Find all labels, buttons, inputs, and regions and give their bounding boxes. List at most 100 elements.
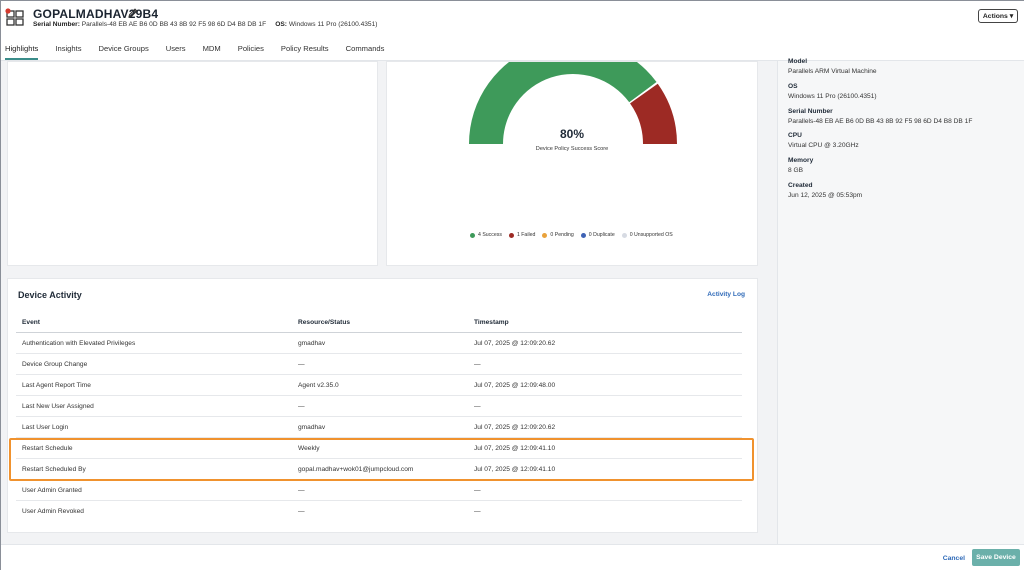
column-header-resource-status[interactable]: Resource/Status — [298, 319, 351, 326]
timestamp-cell: Jul 07, 2025 @ 12:09:41.10 — [474, 444, 556, 452]
event-cell: Last Agent Report Time — [22, 381, 91, 389]
legend-dot-icon — [470, 232, 475, 238]
legend-item-duplicate: 0 Duplicate — [580, 232, 615, 238]
legend-item-success: 4 Success — [470, 232, 502, 238]
timestamp-cell: — — [474, 360, 481, 368]
cancel-button[interactable]: Cancel — [942, 555, 965, 562]
detail-label: Model — [788, 58, 808, 65]
tab-mdm[interactable]: MDM — [202, 44, 221, 53]
resource-cell: gopal.madhav+wok01@jumpcloud.com — [298, 465, 414, 473]
timestamp-cell: Jul 07, 2025 @ 12:09:48.00 — [474, 381, 556, 389]
detail-value: Virtual CPU @ 3.20GHz — [788, 142, 859, 149]
event-cell: Restart Schedule — [22, 444, 73, 452]
header-divider — [1, 60, 1024, 61]
legend-dot-icon — [621, 232, 627, 238]
legend-item-pending: 0 Pending — [542, 232, 574, 238]
detail-memory: Memory 8 GB — [788, 157, 813, 174]
event-cell: Authentication with Elevated Privileges — [22, 339, 136, 347]
table-row: Last User Login gmadhav Jul 07, 2025 @ 1… — [16, 417, 742, 438]
table-row: Restart Schedule Weekly Jul 07, 2025 @ 1… — [16, 438, 742, 459]
legend-item-failed: 1 Failed — [508, 232, 536, 238]
table-row: User Admin Revoked — — — [16, 501, 742, 522]
timestamp-cell: Jul 07, 2025 @ 12:09:20.62 — [474, 423, 556, 431]
legend-label: 4 Success — [478, 232, 502, 238]
detail-label: Serial Number — [788, 108, 833, 115]
device-details-panel: Model Parallels ARM Virtual Machine OS W… — [777, 58, 1024, 544]
detail-serial-number: Serial Number Parallels-48 EB AE B6 0D B… — [788, 108, 972, 125]
activity-table: Event Resource/Status Timestamp Authenti… — [16, 313, 742, 522]
resource-cell: — — [298, 486, 305, 494]
resource-cell: gmadhav — [298, 423, 326, 431]
gauge-success-arc — [469, 62, 657, 144]
detail-value: Parallels ARM Virtual Machine — [788, 68, 877, 75]
detail-label: Created — [788, 182, 813, 189]
gauge-legend: 4 Success 1 Failed 0 Pending 0 Duplicate… — [470, 232, 680, 238]
tab-bar: Highlights Insights Device Groups Users … — [1, 44, 384, 60]
serial-value: Parallels-48 EB AE B6 0D BB 43 8B 92 F5 … — [81, 21, 267, 28]
save-device-button[interactable]: Save Device — [972, 549, 1020, 566]
tab-policy-results[interactable]: Policy Results — [280, 44, 329, 53]
overview-card — [7, 61, 378, 266]
tab-policies[interactable]: Policies — [237, 44, 264, 53]
os-label: OS: — [275, 21, 288, 28]
detail-value: 8 GB — [788, 167, 804, 174]
table-row: Authentication with Elevated Privileges … — [16, 333, 742, 354]
column-header-event[interactable]: Event — [22, 319, 40, 326]
resource-cell: — — [298, 402, 305, 410]
event-cell: Last User Login — [22, 423, 69, 431]
legend-label: 0 Pending — [550, 232, 574, 238]
detail-value: Jun 12, 2025 @ 05:53pm — [788, 192, 863, 199]
footer-bar: Cancel Save Device — [1, 544, 1024, 570]
legend-item-unsupported-os: 0 Unsupported OS — [621, 232, 673, 238]
timestamp-cell: Jul 07, 2025 @ 12:09:41.10 — [474, 465, 556, 473]
tab-insights[interactable]: Insights — [55, 44, 82, 53]
serial-label: Serial Number: — [33, 21, 80, 28]
device-windows-icon — [5, 8, 24, 26]
os-value: Windows 11 Pro (26100.4351) — [288, 21, 378, 28]
device-meta: Serial Number: Parallels-48 EB AE B6 0D … — [33, 21, 377, 28]
detail-os: OS Windows 11 Pro (26100.4351) — [788, 83, 877, 100]
detail-label: OS — [788, 83, 798, 90]
table-row: Device Group Change — — — [16, 354, 742, 375]
event-cell: User Admin Revoked — [22, 508, 84, 515]
policy-score-card: 80% Device Policy Success Score 4 Succes… — [386, 61, 758, 266]
detail-cpu: CPU Virtual CPU @ 3.20GHz — [788, 132, 859, 149]
column-header-timestamp[interactable]: Timestamp — [474, 319, 509, 326]
tab-device-groups[interactable]: Device Groups — [98, 44, 149, 53]
detail-model: Model Parallels ARM Virtual Machine — [788, 58, 877, 75]
event-cell: User Admin Granted — [22, 486, 82, 494]
legend-label: 0 Unsupported OS — [629, 232, 673, 238]
legend-dot-icon — [542, 232, 548, 238]
detail-label: Memory — [788, 157, 814, 164]
device-header: GOPALMADHAV29B4 Serial Number: Parallels… — [1, 1, 1024, 61]
table-row: Last Agent Report Time Agent v2.35.0 Jul… — [16, 375, 742, 396]
tab-users[interactable]: Users — [165, 44, 186, 53]
actions-button[interactable]: Actions ▾ — [978, 9, 1018, 23]
detail-label: CPU — [788, 132, 802, 139]
event-cell: Last New User Assigned — [22, 402, 94, 410]
timestamp-cell: — — [474, 402, 481, 410]
legend-dot-icon — [508, 232, 514, 238]
tab-commands[interactable]: Commands — [345, 44, 385, 53]
activity-log-link[interactable]: Activity Log — [707, 291, 745, 298]
device-activity-title: Device Activity — [18, 290, 82, 300]
legend-dot-icon — [580, 232, 586, 238]
legend-label: 1 Failed — [516, 232, 536, 238]
gauge-percent: 80% — [559, 127, 585, 141]
gauge-failed-arc — [630, 83, 677, 144]
detail-created: Created Jun 12, 2025 @ 05:53pm — [788, 182, 862, 199]
table-row: Last New User Assigned — — — [16, 396, 742, 417]
edit-pencil-icon[interactable] — [127, 7, 139, 19]
legend-label: 0 Duplicate — [588, 232, 615, 238]
resource-cell: — — [298, 360, 305, 368]
gauge-label: Device Policy Success Score — [535, 146, 609, 152]
table-row: Restart Scheduled By gopal.madhav+wok01@… — [16, 459, 742, 480]
detail-value: Windows 11 Pro (26100.4351) — [788, 93, 877, 100]
policy-score-gauge — [469, 62, 677, 144]
resource-cell: gmadhav — [298, 339, 326, 347]
timestamp-cell: — — [474, 508, 481, 515]
tab-highlights[interactable]: Highlights — [5, 44, 39, 60]
event-cell: Restart Scheduled By — [22, 465, 86, 473]
resource-cell: — — [298, 508, 305, 515]
resource-cell: Agent v2.35.0 — [298, 381, 339, 389]
